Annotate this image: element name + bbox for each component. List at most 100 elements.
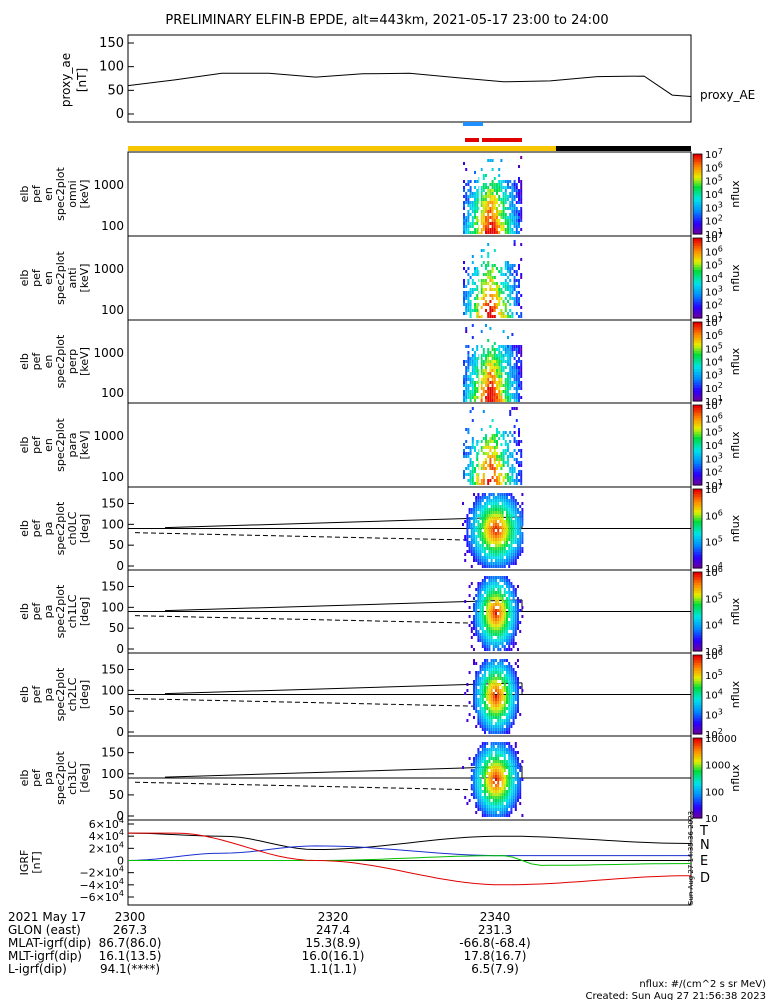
spectrogram-pixel: [482, 375, 485, 378]
colorbar-cell: [693, 715, 702, 719]
pitch-ytick: 100: [101, 517, 124, 531]
pitch-pixel: [481, 562, 484, 565]
pitch-pixel: [499, 612, 502, 615]
pitch-pixel: [501, 704, 504, 707]
pitch-pixel: [490, 508, 493, 511]
pitch-pixel: [499, 704, 502, 707]
panel-ylabel: en: [42, 438, 55, 452]
spectrogram-pixel: [498, 357, 501, 360]
pitch-pixel: [464, 520, 467, 523]
pitch-pixel: [503, 748, 506, 751]
pitch-pixel: [499, 742, 502, 745]
pitch-pixel: [503, 745, 506, 748]
pitch-pixel: [484, 645, 486, 648]
pitch-pixel: [497, 671, 500, 674]
pitch-pixel: [501, 799, 504, 802]
spectrogram-pixel: [480, 330, 483, 333]
pitch-pixel: [477, 559, 480, 562]
spectrogram-pixel: [502, 312, 505, 315]
pitch-pixel: [479, 627, 482, 630]
pitch-pixel: [521, 532, 524, 535]
pitch-pixel: [499, 799, 502, 802]
pitch-pixel: [481, 745, 484, 748]
pitch-pixel: [499, 520, 502, 523]
spectrogram-pixel: [474, 399, 476, 402]
panel-ylabel: anti: [66, 267, 79, 288]
pitch-pixel: [481, 719, 484, 722]
pitch-pixel: [506, 796, 508, 799]
colorbar-cell: [693, 186, 702, 190]
spectrogram-pixel: [500, 297, 503, 300]
spectrogram-pixel: [489, 159, 492, 162]
footer-row-label: L-igrf(dip): [8, 962, 67, 976]
pitch-pixel: [484, 538, 486, 541]
colorbar-cell: [693, 159, 702, 163]
pitch-pixel: [479, 796, 482, 799]
colorbar-cell: [693, 458, 702, 462]
pitch-pixel: [506, 597, 508, 600]
spectrogram-pixel: [463, 291, 465, 294]
pitch-pixel: [484, 716, 486, 719]
spectrogram-pixel: [518, 375, 520, 378]
spectrogram-pixel: [502, 437, 505, 440]
pitch-pixel: [468, 585, 471, 588]
pitch-pixel: [488, 722, 491, 725]
pitch-pixel: [521, 514, 524, 517]
spectrogram-pixel: [509, 219, 512, 222]
pitch-pixel: [473, 553, 475, 556]
spectrogram-pixel: [507, 360, 509, 363]
spectrogram-pixel: [500, 222, 503, 225]
pitch-pixel: [510, 772, 513, 775]
pitch-pixel: [477, 772, 480, 775]
pitch-pixel: [512, 668, 515, 671]
pitch-pixel: [519, 505, 522, 508]
pitch-pixel: [490, 725, 493, 728]
pitch-pixel: [490, 633, 493, 636]
spectrogram-pixel: [489, 210, 492, 213]
pitch-pixel: [475, 766, 478, 769]
pitch-pixel: [506, 814, 508, 817]
pitch-pixel: [486, 686, 489, 689]
pitch-pixel: [510, 502, 513, 505]
pitch-pixel: [466, 719, 469, 722]
pitch-pixel: [517, 523, 519, 526]
pitch-pixel: [479, 763, 482, 766]
pitch-pixel: [486, 603, 489, 606]
spectrogram-pixel: [485, 434, 487, 437]
pitch-pixel: [508, 547, 511, 550]
spectrogram-pixel: [480, 222, 483, 225]
pitch-pixel: [503, 636, 506, 639]
spectrogram-pixel: [520, 243, 523, 246]
spectrogram-pixel: [493, 342, 496, 345]
spectrogram-pixel: [511, 333, 514, 336]
spectrogram-pixel: [485, 360, 487, 363]
colorbar-cell: [693, 775, 702, 779]
pitch-pixel: [486, 713, 489, 716]
pitch-pixel: [464, 559, 467, 562]
pitch-pixel: [506, 591, 508, 594]
pitch-pixel: [503, 793, 506, 796]
proxy-ae-ytick: 100: [99, 60, 124, 75]
pitch-pixel: [488, 621, 491, 624]
spectrogram-pixel: [515, 419, 518, 422]
pitch-pixel: [492, 686, 495, 689]
proxy-ae-ytick: 150: [99, 36, 124, 51]
colorbar-cell: [693, 335, 702, 339]
pitch-pixel: [488, 808, 491, 811]
pitch-pixel: [479, 787, 482, 790]
spectrogram-pixel: [511, 455, 514, 458]
spectrogram-pixel: [520, 348, 523, 351]
pitch-pixel: [484, 665, 486, 668]
pitch-pixel: [495, 728, 497, 731]
spectrogram-pixel: [491, 309, 494, 312]
spectrogram-pixel: [515, 396, 518, 399]
igrf-ytick: −6×104: [79, 889, 124, 904]
pitch-pixel: [501, 763, 504, 766]
spectrogram-pixel: [518, 393, 520, 396]
pitch-pixel: [497, 692, 500, 695]
pitch-pixel: [517, 511, 519, 514]
footer-row-value: 231.3: [478, 923, 512, 937]
spectrogram-pixel: [463, 261, 465, 264]
spectrogram-pixel: [474, 467, 476, 470]
spectrogram-pixel: [463, 384, 465, 387]
